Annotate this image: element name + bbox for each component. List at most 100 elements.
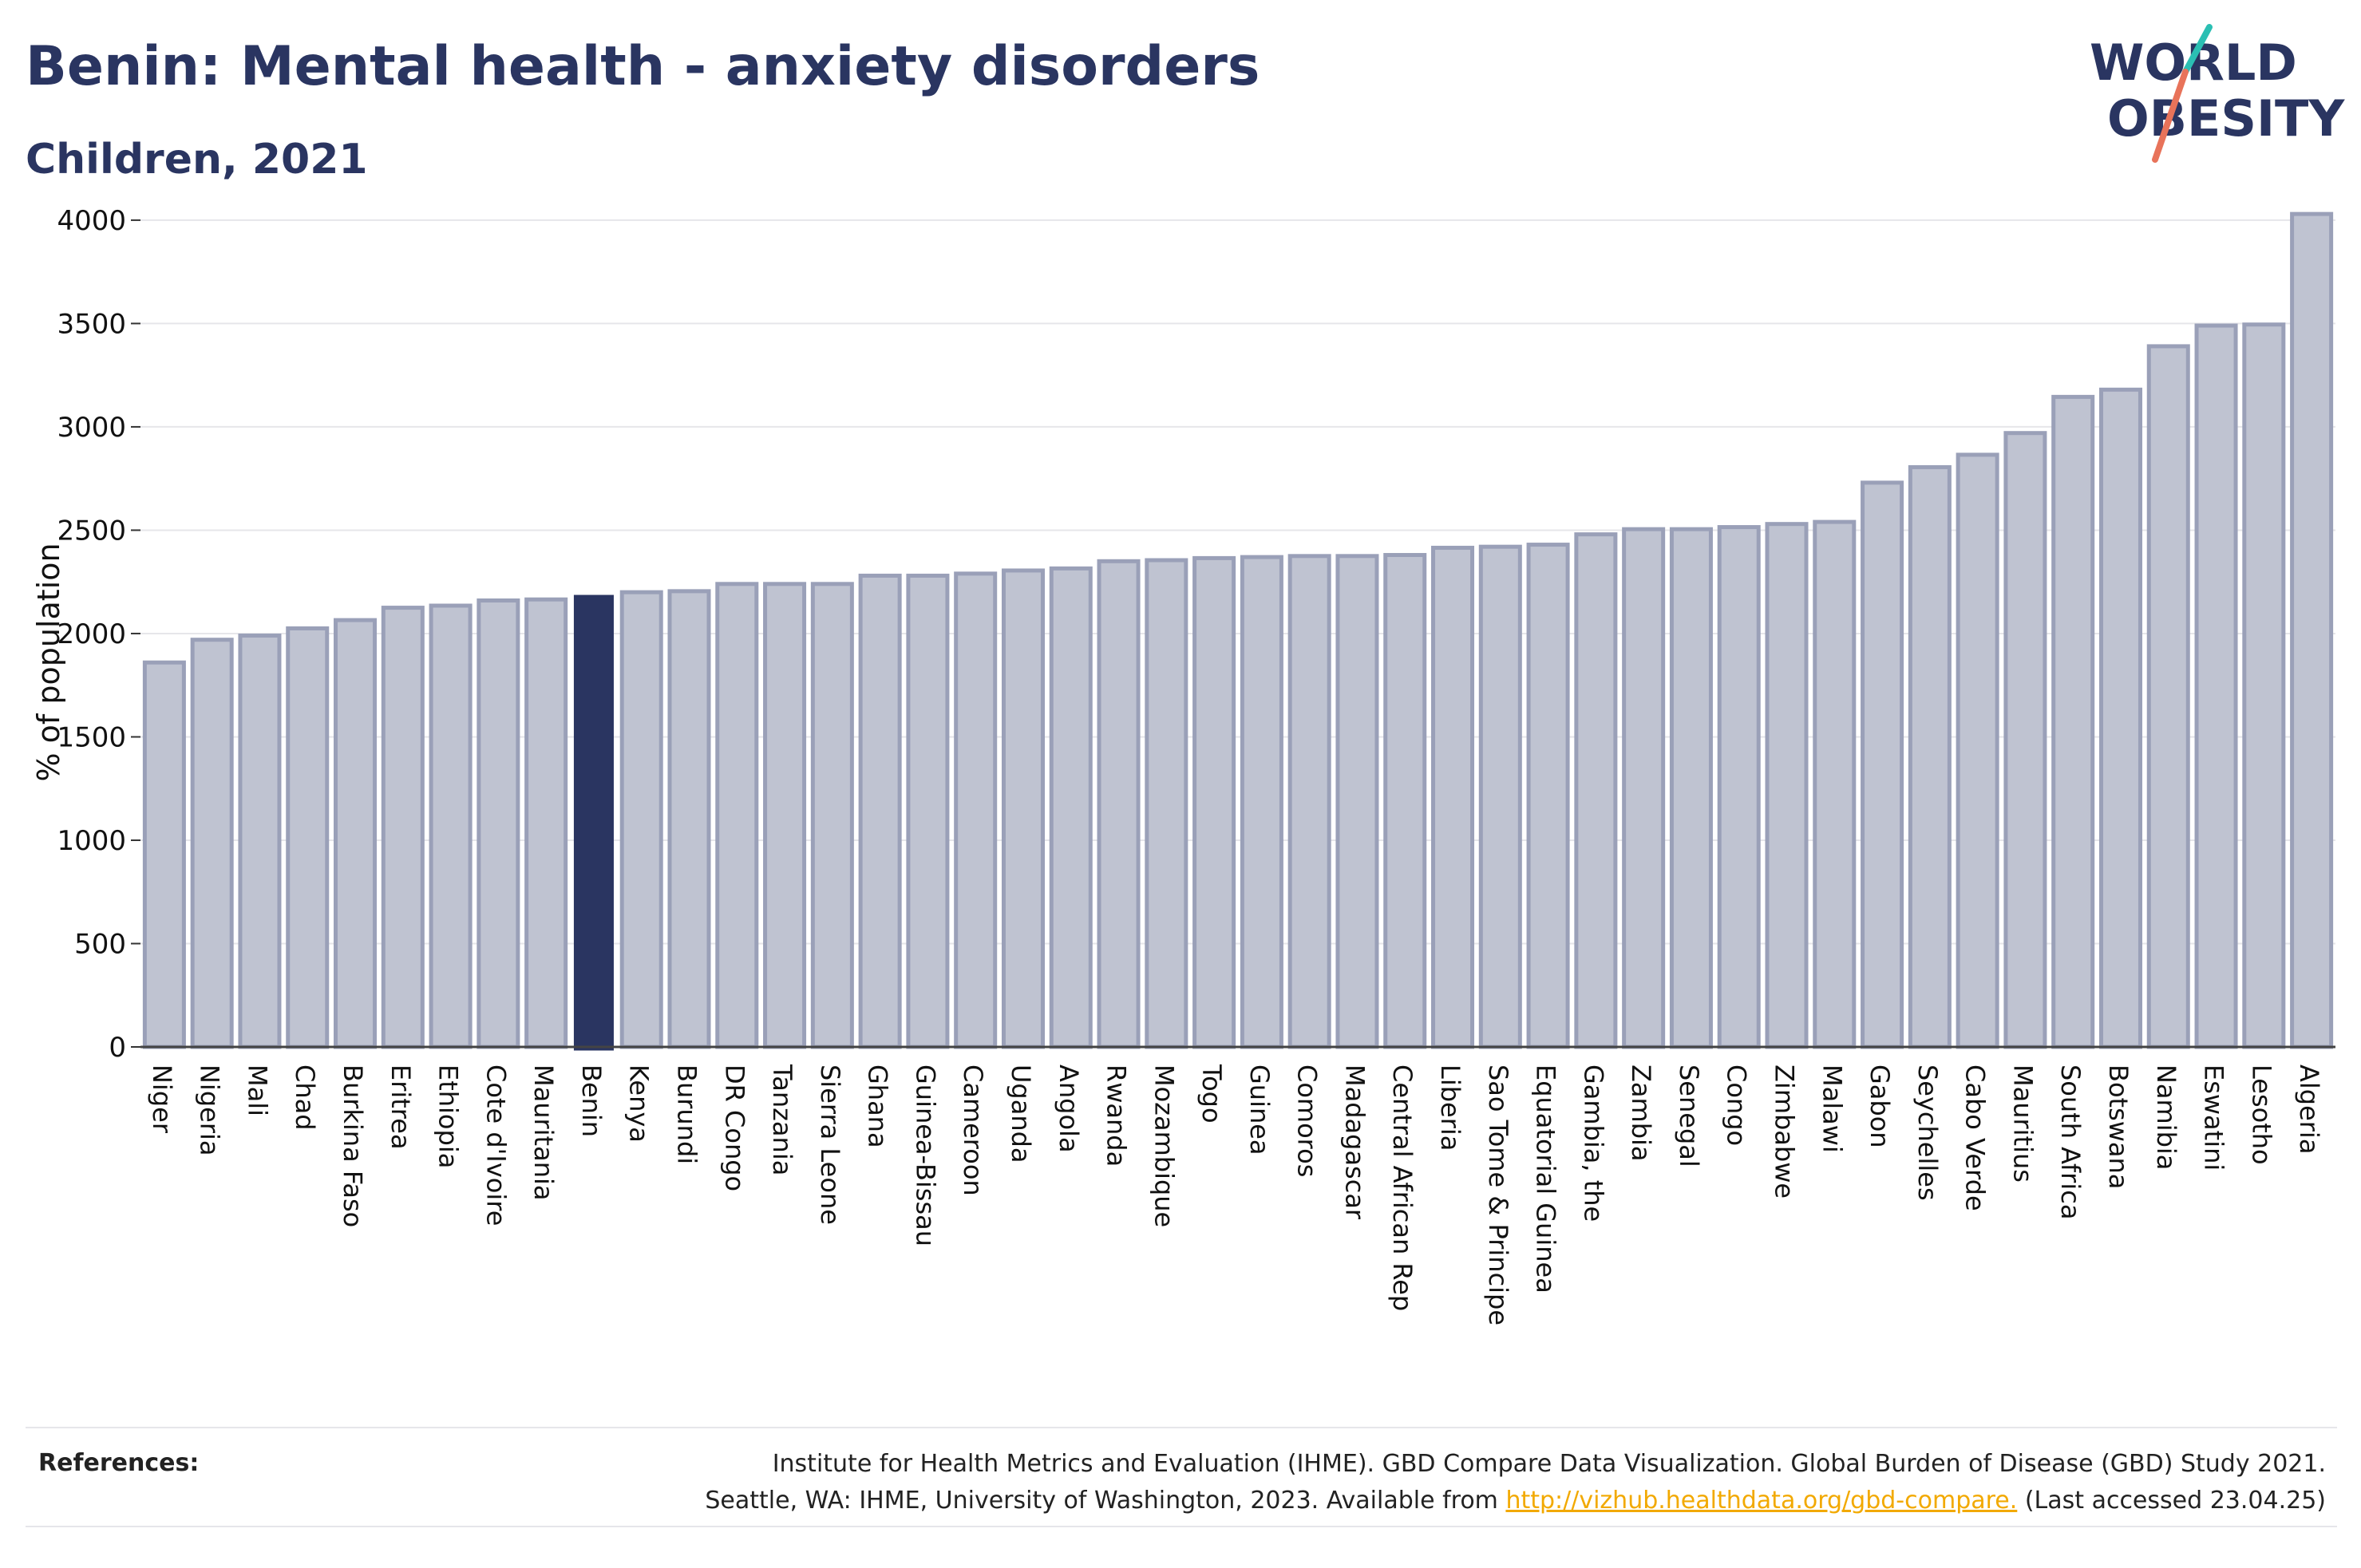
world-obesity-logo: WORLD OBESITY <box>2090 24 2345 163</box>
x-tick-label: Rwanda <box>1101 1064 1132 1167</box>
bar-benin <box>573 594 614 1051</box>
footer-divider-top <box>26 1427 2337 1428</box>
x-tick-label: Lesotho <box>2246 1064 2276 1165</box>
x-tick-label: Eritrea <box>386 1064 416 1150</box>
x-tick-label: South Africa <box>2055 1064 2086 1219</box>
y-tick-label: 500 <box>74 928 126 960</box>
bar-tanzania <box>763 582 807 1049</box>
x-tick-label: Algeria <box>2294 1064 2324 1154</box>
chart-subtitle: Children, 2021 <box>26 136 368 184</box>
x-tick-label: Angola <box>1054 1064 1084 1153</box>
bar-madagascar <box>1335 554 1379 1049</box>
bar-lesotho <box>2242 322 2286 1049</box>
chart-title: Benin: Mental health - anxiety disorders <box>26 35 1260 98</box>
bar-rwanda <box>1097 559 1141 1049</box>
bar-chad <box>286 626 330 1049</box>
bar-south-africa <box>2051 394 2095 1049</box>
bar-kenya <box>619 590 663 1049</box>
x-tick-label: Tanzania <box>767 1064 797 1175</box>
references-text: Institute for Health Metrics and Evaluat… <box>705 1446 2326 1519</box>
bar-cameroon <box>954 571 998 1049</box>
logo-slash-coral <box>2152 69 2189 163</box>
bar-chart: 0 500 1000 1500 2000 2500 3000 3500 4000 Niger Nig… <box>31 205 2335 1325</box>
references-line1: Institute for Health Metrics and Evaluat… <box>772 1450 2326 1478</box>
bar-senegal <box>1669 527 1713 1049</box>
x-tick-label: Madagascar <box>1339 1064 1370 1220</box>
bar-zambia <box>1622 527 1666 1049</box>
bar-eritrea <box>381 606 425 1049</box>
x-tick-label: Sao Tome & Principe <box>1483 1064 1513 1325</box>
bar-mali <box>238 634 282 1049</box>
bar-guinea-bissau <box>906 573 950 1049</box>
bar-namibia <box>2146 344 2190 1049</box>
bar-angola <box>1049 566 1093 1049</box>
bars <box>142 211 2334 1051</box>
bar-zimbabwe <box>1765 522 1809 1049</box>
y-tick-label: 3500 <box>57 308 126 340</box>
footer-divider-bottom <box>26 1526 2337 1527</box>
x-tick-label: Mauritius <box>2007 1064 2038 1183</box>
x-tick-label: Cameroon <box>958 1064 988 1196</box>
bar-dr-congo <box>715 582 759 1049</box>
bar-togo <box>1192 555 1236 1049</box>
bar-guinea <box>1240 555 1283 1049</box>
x-tick-label: Mali <box>242 1064 272 1116</box>
bar-mauritius <box>2003 431 2047 1049</box>
y-tick-label: 2000 <box>57 618 126 650</box>
bar-algeria <box>2290 211 2334 1049</box>
y-tick-label: 1500 <box>57 721 126 753</box>
x-tick-label: Zambia <box>1626 1064 1656 1162</box>
x-tick-label: Mauritania <box>528 1064 559 1200</box>
x-tick-label: Gabon <box>1865 1064 1895 1148</box>
bar-malawi <box>1813 519 1857 1049</box>
x-tick-label: Niger <box>147 1064 177 1134</box>
bar-comoros <box>1287 554 1331 1049</box>
y-tick-label: 1000 <box>57 825 126 857</box>
x-tick-label: Cote d'Ivoire <box>481 1064 511 1226</box>
bar-ethiopia <box>429 603 473 1049</box>
x-tick-label: Eswatini <box>2199 1064 2229 1171</box>
x-tick-label: Uganda <box>1006 1064 1036 1163</box>
x-tick-label: Congo <box>1722 1064 1752 1146</box>
bar-congo <box>1717 525 1761 1049</box>
x-tick-label: Ethiopia <box>433 1064 464 1168</box>
x-tick-label: Ghana <box>863 1064 893 1148</box>
references-line2-after: (Last accessed 23.04.25) <box>2017 1487 2326 1515</box>
y-tick-label: 0 <box>109 1032 126 1064</box>
x-tick-label: Guinea-Bissau <box>910 1064 940 1246</box>
bar-burkina-faso <box>334 618 378 1049</box>
bar-cabo-verde <box>1956 452 1999 1049</box>
y-tick-label: 4000 <box>57 205 126 237</box>
axes: 0 500 1000 1500 2000 2500 3000 3500 4000 Niger Nig… <box>57 205 2335 1325</box>
x-tick-label: Mozambique <box>1149 1064 1179 1227</box>
bar-niger <box>142 660 186 1049</box>
references-link[interactable]: http://vizhub.healthdata.org/gbd-compare… <box>1505 1487 2018 1515</box>
bar-cote-d-ivoire <box>477 598 520 1049</box>
y-tick-label: 2500 <box>57 515 126 547</box>
y-tick-label: 3000 <box>57 412 126 444</box>
x-tick-label: Botswana <box>2103 1064 2134 1189</box>
bar-equatorial-guinea <box>1526 543 1570 1049</box>
x-tick-label: Nigeria <box>195 1064 225 1155</box>
bar-liberia <box>1431 545 1475 1049</box>
references-line2-before: Seattle, WA: IHME, University of Washing… <box>705 1487 1506 1515</box>
x-tick-label: Liberia <box>1435 1064 1465 1151</box>
bar-eswatini <box>2194 323 2238 1049</box>
y-axis-label: % of population <box>31 543 66 781</box>
bar-burundi <box>667 589 711 1049</box>
x-tick-label: Burkina Faso <box>338 1064 368 1227</box>
bar-sao-tome-principe <box>1478 544 1522 1049</box>
x-tick-label: Comoros <box>1292 1064 1323 1177</box>
logo-line2: OBESITY <box>2107 89 2345 148</box>
x-tick-label: Namibia <box>2151 1064 2181 1170</box>
x-tick-label: Sierra Leone <box>815 1064 845 1225</box>
x-tick-label: Chad <box>290 1064 320 1131</box>
x-tick-label: DR Congo <box>719 1064 749 1191</box>
x-tick-label: Togo <box>1196 1064 1227 1124</box>
x-tick-label: Kenya <box>624 1064 655 1143</box>
bar-nigeria <box>190 638 234 1049</box>
bar-mauritania <box>524 597 568 1049</box>
x-tick-label: Central African Rep <box>1387 1064 1418 1311</box>
bar-ghana <box>858 573 902 1049</box>
x-tick-label: Cabo Verde <box>1960 1064 1991 1211</box>
